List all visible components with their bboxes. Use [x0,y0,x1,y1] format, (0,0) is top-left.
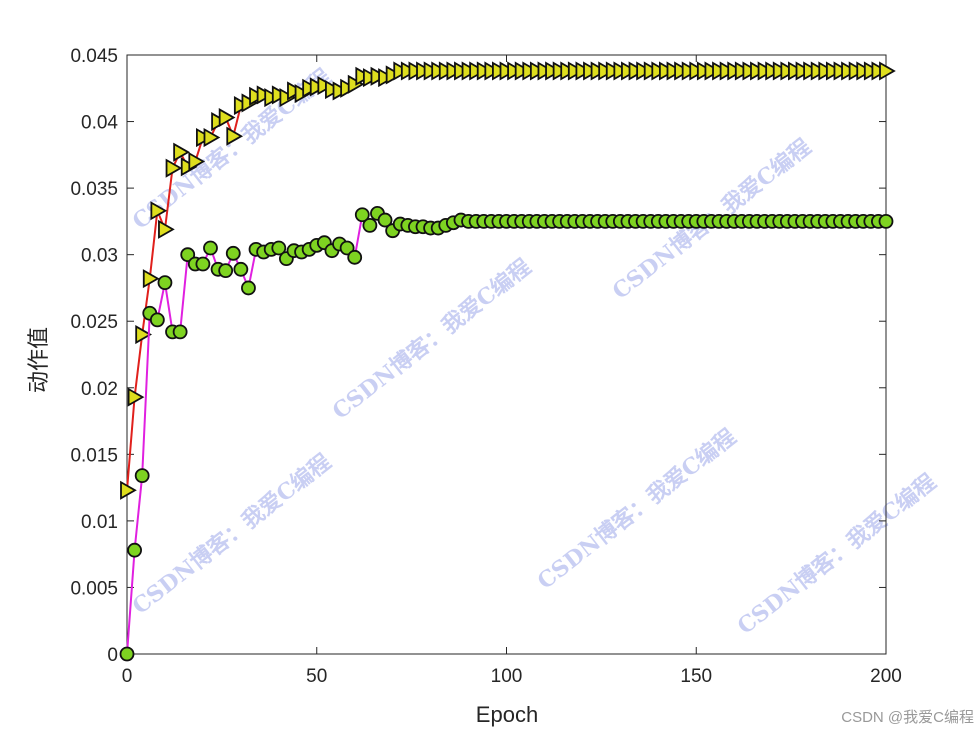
x-tick-label: 200 [870,666,902,687]
series-layer [119,61,896,662]
watermark-layer: CSDN博客：我爱C编程CSDN博客：我爱C编程CSDN博客：我爱C编程CSDN… [128,64,941,640]
axis-ticks: 0 50 100 150 200 0 0.005 0.01 0.015 0.02 0.025 0.03… [70,46,901,687]
data-point [225,245,241,261]
data-point [354,207,370,223]
data-point [879,61,896,81]
data-point [157,275,173,291]
data-point [158,219,175,239]
data-point [149,312,165,328]
data-point [119,646,135,662]
y-tick-label: 0.045 [70,46,118,67]
y-tick-label: 0.02 [81,379,118,400]
x-tick-label: 50 [306,666,327,687]
watermark-text: CSDN博客：我爱C编程 [533,424,741,595]
data-point [127,542,142,558]
credit-watermark: CSDN @我爱C编程 [841,709,974,726]
data-point [195,256,211,272]
data-point [120,480,137,500]
data-point [218,108,236,128]
data-point [218,263,234,279]
data-point [135,324,152,345]
y-tick-label: 0.005 [70,578,118,599]
data-point [233,261,249,277]
data-point [127,387,145,407]
watermark-text: CSDN博客：我爱C编程 [328,254,536,425]
data-point [377,212,393,228]
series-circle [119,206,894,662]
data-point [142,269,160,289]
y-tick-label: 0.03 [81,246,118,267]
y-tick-label: 0 [107,645,118,666]
data-point [339,240,355,256]
y-tick-label: 0.015 [70,445,118,466]
data-point [362,217,378,233]
data-point [188,151,206,172]
data-point [203,240,218,256]
data-point [180,247,196,263]
data-point [226,126,244,146]
data-point [165,158,183,178]
series-triangle-right [120,61,896,500]
x-tick-label: 0 [122,666,133,687]
data-point [347,249,363,265]
y-tick-label: 0.035 [70,179,118,200]
y-axis-label: 动作值 [26,327,51,393]
data-point [150,201,168,221]
data-point [203,127,221,148]
watermark-text: CSDN博客：我爱C编程 [128,449,336,620]
y-tick-label: 0.01 [81,512,118,533]
x-tick-label: 100 [491,666,523,687]
data-point [271,240,287,256]
x-axis-label: Epoch [476,702,538,727]
watermark-text: CSDN博客：我爱C编程 [733,469,941,640]
data-point [878,213,894,229]
y-tick-label: 0.025 [70,312,118,333]
data-point [173,142,190,162]
y-tick-label: 0.04 [81,113,118,134]
data-point [134,468,150,484]
data-point [172,324,188,340]
x-tick-label: 150 [680,666,712,687]
data-point [241,280,256,296]
